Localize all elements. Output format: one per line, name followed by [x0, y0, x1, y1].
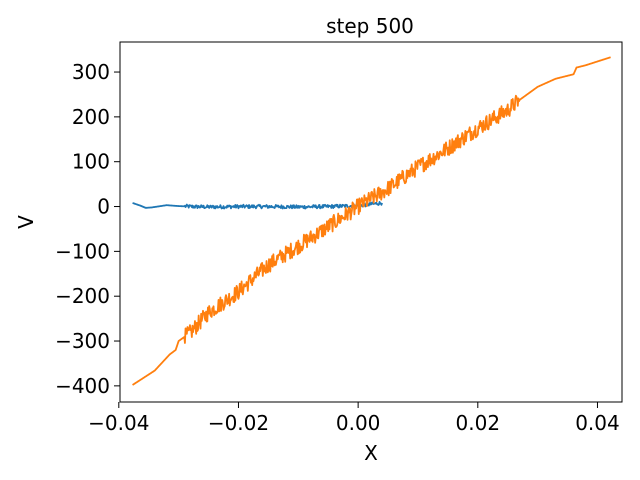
y-tick-label: −200 [55, 284, 110, 308]
series-line-1 [132, 56, 611, 386]
y-axis: −400 −300 −200 −100 0 100 200 300 [55, 60, 120, 398]
y-tick-label: 200 [72, 105, 110, 129]
x-axis: −0.04 −0.02 0.00 0.02 0.04 [88, 402, 620, 435]
y-tick-label: −100 [55, 239, 110, 263]
x-axis-label: X [364, 441, 378, 465]
y-tick-label: −400 [55, 374, 110, 398]
y-tick-label: 300 [72, 60, 110, 84]
y-tick-label: 0 [97, 195, 110, 219]
x-tick-label: 0.02 [456, 411, 501, 435]
x-tick-label: −0.02 [208, 411, 269, 435]
chart-title: step 500 [326, 14, 414, 38]
series-layer [132, 56, 611, 386]
series-line-0 [132, 201, 383, 210]
x-tick-label: 0.04 [575, 411, 620, 435]
y-axis-label: V [14, 215, 38, 229]
y-tick-label: −300 [55, 329, 110, 353]
y-tick-label: 100 [72, 150, 110, 174]
x-tick-label: −0.04 [88, 411, 149, 435]
axes-frame [119, 41, 623, 403]
x-tick-label: 0.00 [336, 411, 381, 435]
